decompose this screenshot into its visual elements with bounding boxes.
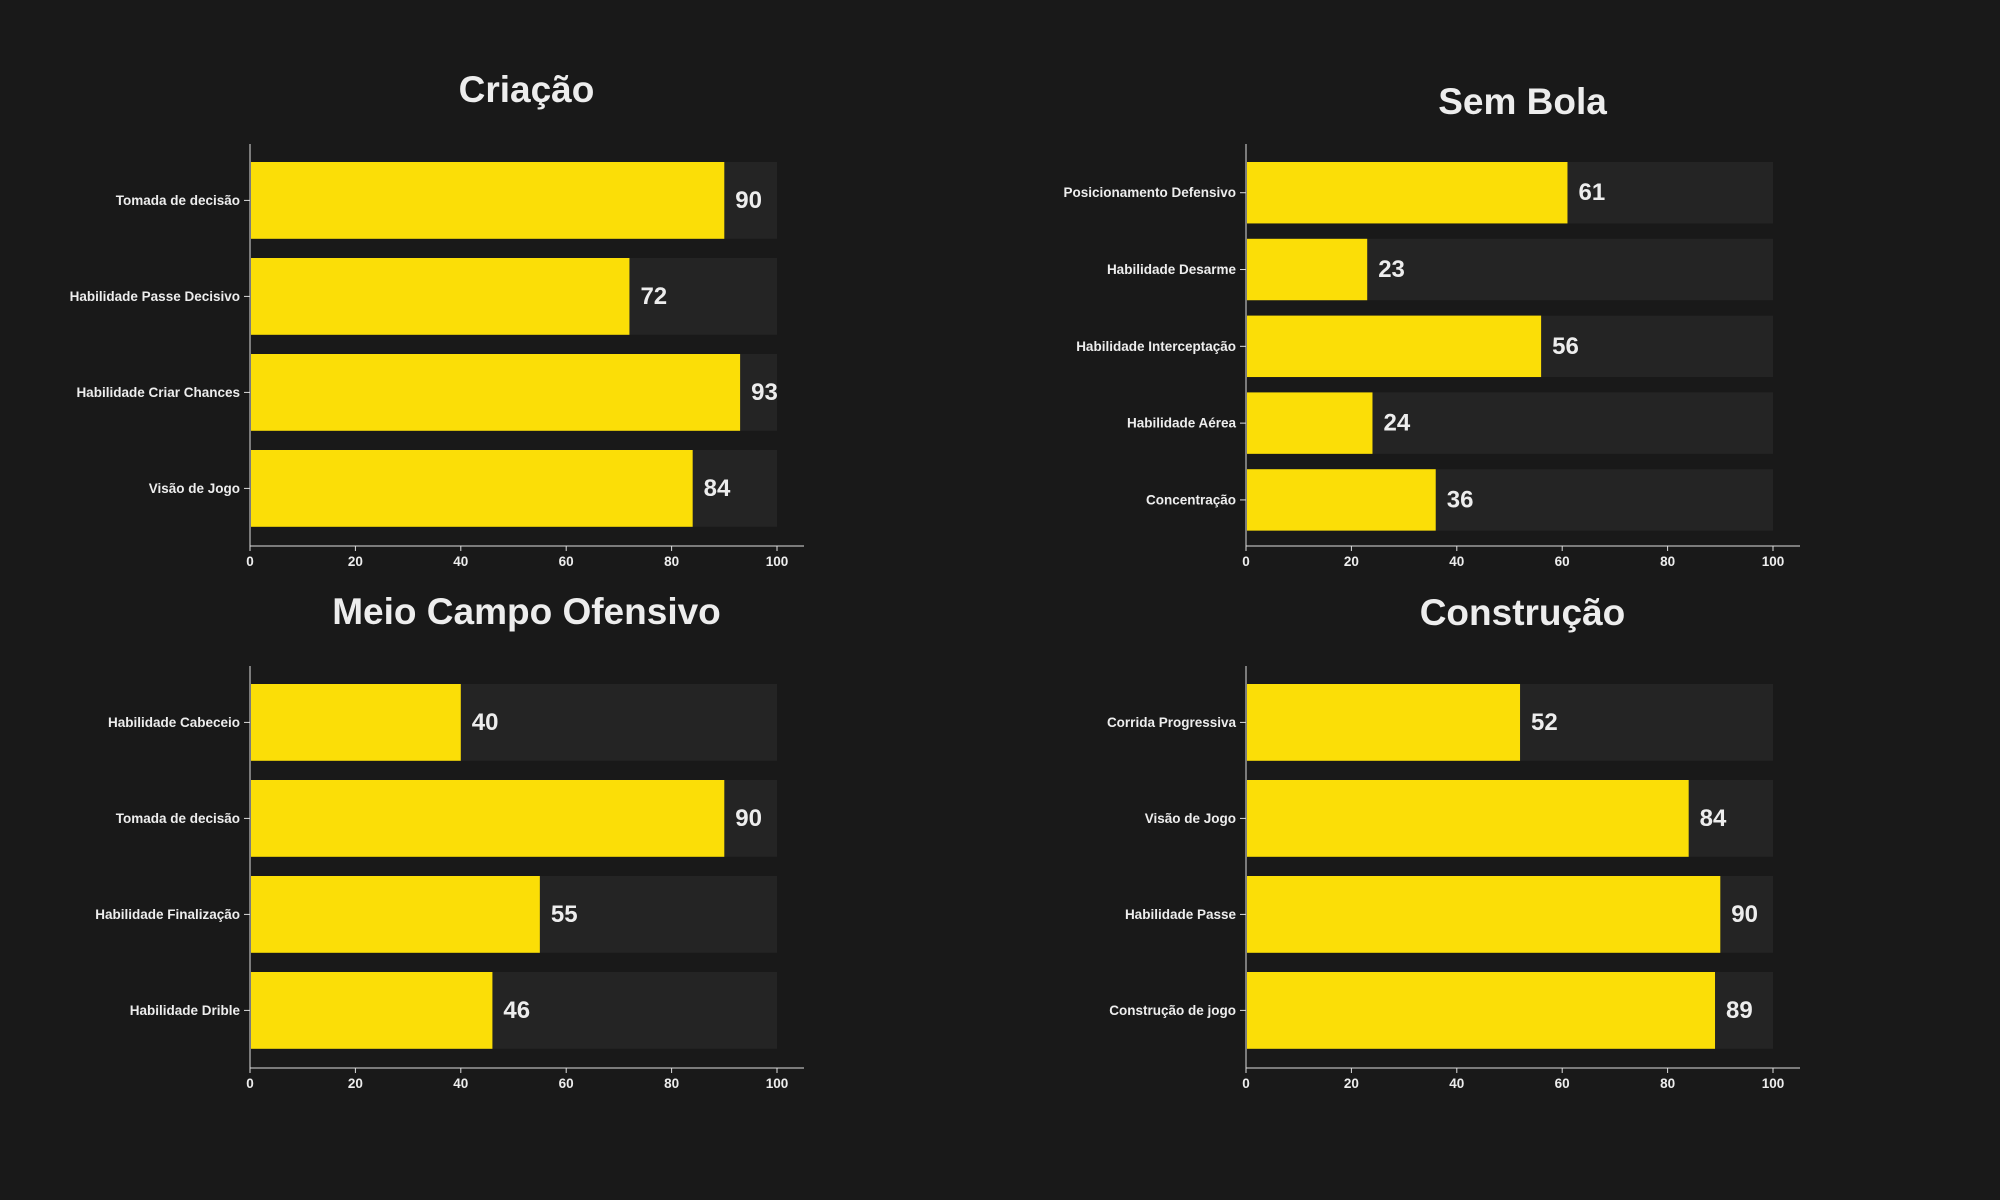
data-label: 90 (1731, 901, 1758, 928)
data-label: 84 (704, 475, 731, 502)
x-tick-label: 0 (1242, 1076, 1250, 1091)
chart-panel-1: Criação 90 Tomada de decisão 72 Habilidade P… (70, 69, 804, 569)
category-label: Corrida Progressiva (1107, 715, 1237, 730)
x-tick-label: 100 (1762, 554, 1785, 569)
bar (251, 684, 461, 761)
category-label: Habilidade Aérea (1127, 416, 1237, 431)
x-tick-label: 40 (1449, 1076, 1464, 1091)
bar (1247, 684, 1521, 761)
data-label: 52 (1531, 709, 1558, 736)
x-tick-label: 100 (766, 1076, 789, 1091)
bar (1247, 780, 1689, 857)
category-label: Habilidade Criar Chances (76, 385, 240, 400)
x-tick-label: 60 (559, 554, 574, 569)
bar (251, 972, 493, 1049)
chart-title: Meio Campo Ofensivo (332, 591, 721, 632)
data-label: 72 (640, 283, 667, 310)
x-tick-label: 40 (1449, 554, 1464, 569)
data-label: 24 (1383, 410, 1410, 437)
x-tick-label: 20 (1344, 1076, 1359, 1091)
bar (251, 450, 693, 527)
x-tick-label: 40 (453, 554, 468, 569)
chart-title: Criação (459, 69, 595, 110)
bar (1247, 392, 1373, 454)
bar (1247, 972, 1716, 1049)
bar (251, 162, 725, 239)
category-label: Visão de Jogo (149, 481, 240, 496)
data-label: 23 (1378, 256, 1405, 283)
chart-panel-3: Meio Campo Ofensivo 40 Habilidade Cabeceio… (95, 591, 804, 1091)
data-label: 89 (1726, 997, 1753, 1024)
category-label: Visão de Jogo (1145, 811, 1236, 826)
data-label: 90 (735, 805, 762, 832)
bar (251, 354, 741, 431)
category-label: Habilidade Desarme (1107, 262, 1237, 277)
x-tick-label: 60 (559, 1076, 574, 1091)
bar (1247, 315, 1542, 378)
category-label: Posicionamento Defensivo (1063, 185, 1236, 200)
x-tick-label: 100 (1762, 1076, 1785, 1091)
data-label: 61 (1578, 179, 1605, 206)
x-tick-label: 20 (348, 554, 363, 569)
category-label: Habilidade Finalização (95, 907, 240, 922)
x-tick-label: 60 (1555, 554, 1570, 569)
chart-title: Sem Bola (1438, 81, 1607, 122)
bar (251, 258, 630, 335)
x-tick-label: 80 (664, 1076, 679, 1091)
category-label: Tomada de decisão (116, 193, 240, 208)
bar (1247, 238, 1368, 301)
x-tick-label: 0 (246, 1076, 254, 1091)
data-label: 36 (1447, 486, 1474, 513)
bar (251, 780, 725, 857)
data-label: 56 (1552, 333, 1579, 360)
chart-panel-2: Sem Bola 61 Posicionamento Defensivo 23 Habi… (1063, 81, 1800, 569)
category-label: Habilidade Cabeceio (108, 715, 240, 730)
data-label: 40 (472, 709, 499, 736)
x-tick-label: 20 (1344, 554, 1359, 569)
category-label: Construção de jogo (1109, 1003, 1236, 1018)
x-tick-label: 60 (1555, 1076, 1570, 1091)
chart-title: Construção (1420, 592, 1626, 633)
category-label: Habilidade Drible (130, 1003, 241, 1018)
data-label: 90 (735, 187, 762, 214)
x-tick-label: 80 (1660, 554, 1675, 569)
data-label: 55 (551, 901, 578, 928)
bar (251, 876, 540, 953)
category-label: Habilidade Passe (1125, 907, 1237, 922)
x-tick-label: 40 (453, 1076, 468, 1091)
category-label: Habilidade Interceptação (1076, 339, 1236, 354)
bar (1247, 876, 1721, 953)
x-tick-label: 0 (1242, 554, 1250, 569)
bar (1247, 162, 1568, 224)
data-label: 93 (751, 379, 778, 406)
data-label: 46 (503, 997, 530, 1024)
category-label: Tomada de decisão (116, 811, 240, 826)
data-label: 84 (1700, 805, 1727, 832)
x-tick-label: 80 (664, 554, 679, 569)
x-tick-label: 0 (246, 554, 254, 569)
x-tick-label: 100 (766, 554, 789, 569)
chart-panel-4: Construção 52 Corrida Progressiva 84 Visão d… (1107, 592, 1800, 1091)
category-label: Concentração (1146, 492, 1236, 507)
x-tick-label: 80 (1660, 1076, 1675, 1091)
bar (1247, 469, 1436, 531)
category-label: Habilidade Passe Decisivo (70, 289, 240, 304)
x-tick-label: 20 (348, 1076, 363, 1091)
